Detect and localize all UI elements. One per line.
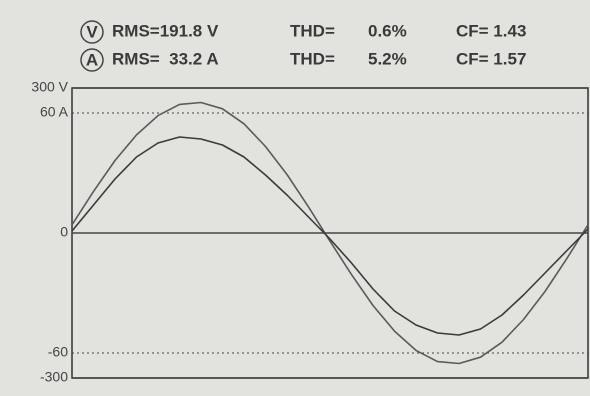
amp-symbol: A: [86, 50, 98, 69]
volt-symbol: V: [86, 22, 98, 41]
rms: RMS= 33.2 A: [112, 49, 219, 68]
cf: CF= 1.57: [456, 49, 526, 68]
thd: 0.6%: [368, 21, 407, 40]
y-tick-label: 60 A: [40, 104, 69, 120]
thd: 5.2%: [368, 49, 407, 68]
chart: V RMS=191.8 V THD= 0.6% CF= 1.43 A RMS= …: [0, 0, 590, 396]
y-tick-label: -60: [48, 344, 68, 360]
rms: RMS=191.8 V: [112, 21, 219, 40]
thd-label: THD=: [290, 49, 335, 68]
page: V RMS=191.8 V THD= 0.6% CF= 1.43 A RMS= …: [0, 0, 590, 396]
y-tick-label: -300: [40, 369, 68, 385]
y-tick-label: 300 V: [31, 79, 68, 95]
thd-label: THD=: [290, 21, 335, 40]
cf: CF= 1.43: [456, 21, 526, 40]
y-tick-label: 0: [60, 224, 68, 240]
